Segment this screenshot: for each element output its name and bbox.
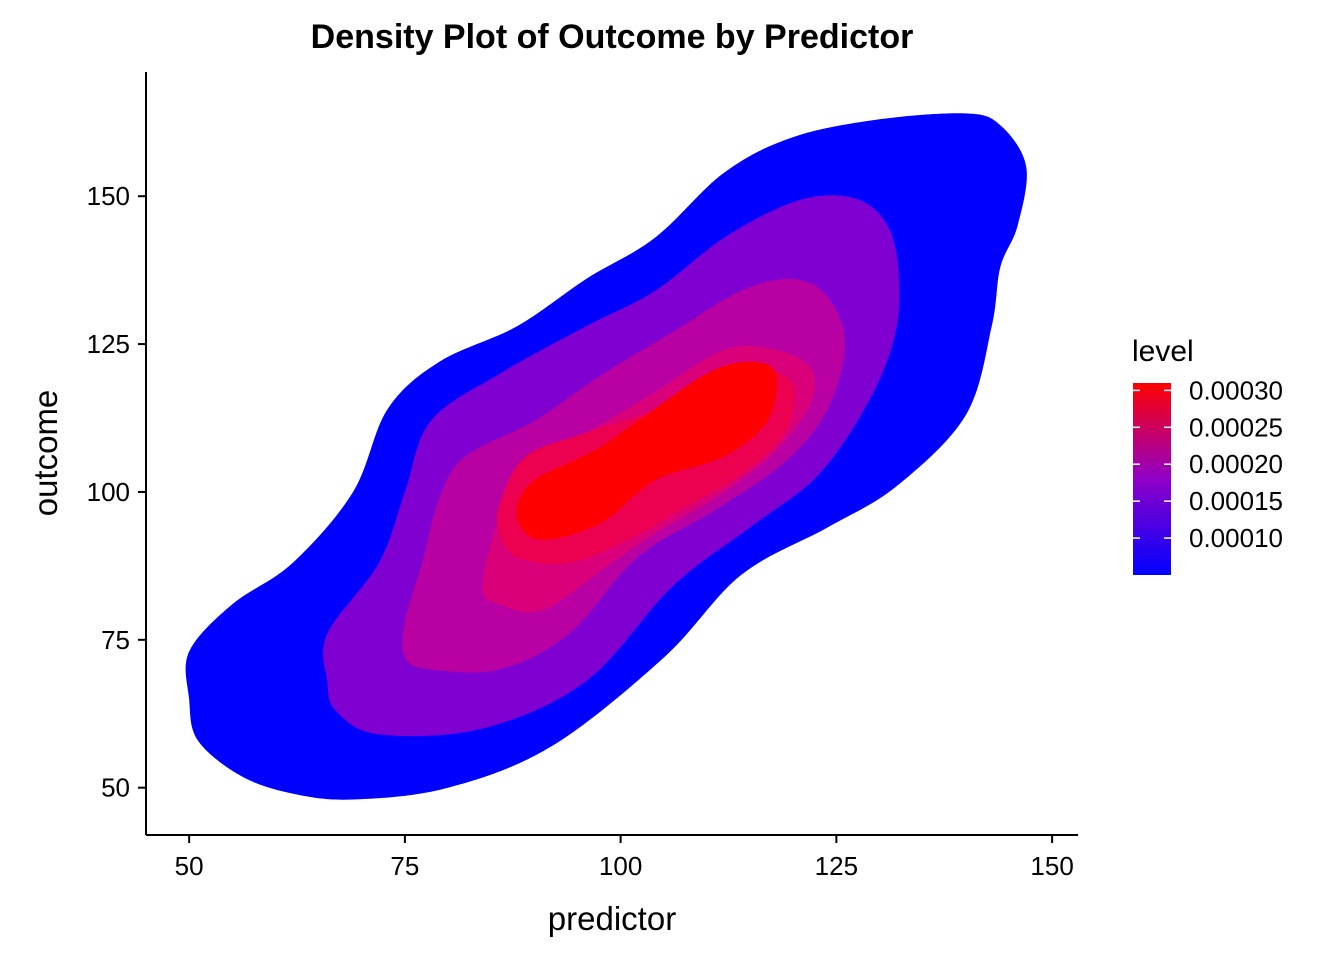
y-tick-label: 125 bbox=[87, 329, 130, 359]
y-tick-label: 150 bbox=[87, 181, 130, 211]
legend-colorbar bbox=[1133, 383, 1171, 575]
legend-tick-label: 0.00025 bbox=[1189, 412, 1283, 442]
legend-tick-label: 0.00020 bbox=[1189, 449, 1283, 479]
x-tick-label: 75 bbox=[390, 851, 419, 881]
legend-ticks: 0.00030 0.00025 0.00020 0.00015 0.00010 bbox=[1133, 375, 1283, 553]
legend-title: level bbox=[1132, 335, 1194, 368]
y-tick-label: 100 bbox=[87, 477, 130, 507]
x-tick-label: 125 bbox=[815, 851, 858, 881]
legend-tick-label: 0.00010 bbox=[1189, 523, 1283, 553]
y-axis: 50 75 100 125 150 outcome bbox=[27, 72, 147, 835]
x-axis-title: predictor bbox=[548, 900, 676, 937]
legend-tick-label: 0.00030 bbox=[1189, 375, 1283, 405]
legend: level 0.00030 0.00025 0.00020 0.00015 0.0001… bbox=[1132, 335, 1283, 575]
density-band bbox=[516, 361, 778, 540]
x-axis-ticks: 50 75 100 125 150 bbox=[175, 835, 1074, 881]
y-tick-label: 75 bbox=[101, 625, 130, 655]
y-axis-title: outcome bbox=[27, 390, 64, 517]
x-tick-label: 150 bbox=[1030, 851, 1073, 881]
x-axis: 50 75 100 125 150 predictor bbox=[146, 834, 1078, 937]
density-contours bbox=[185, 113, 1027, 800]
y-tick-label: 50 bbox=[101, 773, 130, 803]
x-tick-label: 50 bbox=[175, 851, 204, 881]
y-axis-ticks: 50 75 100 125 150 bbox=[87, 181, 146, 803]
legend-tick-label: 0.00015 bbox=[1189, 486, 1283, 516]
chart-title: Density Plot of Outcome by Predictor bbox=[311, 18, 914, 56]
plot-area bbox=[185, 113, 1027, 800]
x-tick-label: 100 bbox=[599, 851, 642, 881]
